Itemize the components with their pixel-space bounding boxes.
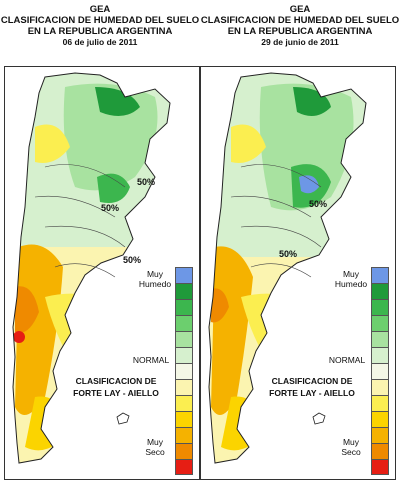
right-map-panel: 50% 50% Muy Humedo NORMAL Muy Seco CLASI… bbox=[200, 66, 396, 480]
legend-swatch bbox=[371, 299, 389, 315]
legend-swatch bbox=[175, 363, 193, 379]
legend-normal-label: NORMAL bbox=[328, 355, 366, 365]
legend-wet-label: Muy Humedo bbox=[331, 269, 371, 289]
legend-swatch bbox=[371, 267, 389, 283]
legend-swatch bbox=[371, 443, 389, 459]
legend-swatch bbox=[371, 427, 389, 443]
legend-right bbox=[371, 267, 391, 475]
legend-swatch bbox=[371, 459, 389, 475]
legend-wet-line2: Humedo bbox=[334, 279, 368, 289]
contour-label: 50% bbox=[137, 177, 156, 187]
legend-dry-line1: Muy bbox=[146, 437, 164, 447]
left-org: GEA bbox=[89, 4, 111, 15]
legend-swatch bbox=[371, 331, 389, 347]
left-date: 06 de julio de 2011 bbox=[62, 37, 138, 47]
legend-swatch bbox=[371, 347, 389, 363]
left-title-line2: EN LA REPUBLICA ARGENTINA bbox=[27, 26, 173, 37]
classification-line1: CLASIFICACION DE bbox=[271, 376, 353, 386]
legend-dry-line2: Seco bbox=[145, 447, 165, 457]
right-map-header: GEA CLASIFICACION DE HUMEDAD DEL SUELO E… bbox=[200, 4, 400, 48]
legend-swatch bbox=[175, 459, 193, 475]
legend-dry-line1: Muy bbox=[342, 437, 360, 447]
contour-label: 50% bbox=[101, 203, 120, 213]
right-map-svg bbox=[208, 72, 367, 464]
classification-label: CLASIFICACION DE FORTE LAY - AIELLO bbox=[61, 375, 171, 399]
legend-wet-line1: Muy bbox=[146, 269, 164, 279]
legend-normal-label: NORMAL bbox=[132, 355, 170, 365]
legend-swatch bbox=[371, 283, 389, 299]
legend-swatch bbox=[175, 443, 193, 459]
legend-swatch bbox=[175, 411, 193, 427]
legend-dry-label: Muy Seco bbox=[135, 437, 175, 457]
right-org: GEA bbox=[289, 4, 311, 15]
left-map-header: GEA CLASIFICACION DE HUMEDAD DEL SUELO E… bbox=[0, 4, 200, 48]
left-map-panel: 50% 50% 50% Muy Humedo NORMAL Muy Seco C… bbox=[4, 66, 200, 480]
legend-wet-line2: Humedo bbox=[138, 279, 172, 289]
contour-label: 50% bbox=[279, 249, 298, 259]
legend-swatch bbox=[371, 411, 389, 427]
legend-wet-line1: Muy bbox=[342, 269, 360, 279]
contour-label: 50% bbox=[309, 199, 328, 209]
legend-swatch bbox=[371, 363, 389, 379]
contour-label: 50% bbox=[123, 255, 142, 265]
legend-swatch bbox=[175, 299, 193, 315]
left-title-line1: CLASIFICACION DE HUMEDAD DEL SUELO bbox=[0, 15, 200, 26]
right-title-line2: EN LA REPUBLICA ARGENTINA bbox=[227, 26, 373, 37]
legend-dry-line2: Seco bbox=[341, 447, 361, 457]
legend-dry-label: Muy Seco bbox=[331, 437, 371, 457]
legend-swatch bbox=[175, 331, 193, 347]
legend-swatch bbox=[371, 315, 389, 331]
legend-swatch bbox=[175, 347, 193, 363]
legend-swatch bbox=[175, 395, 193, 411]
legend-left bbox=[175, 267, 195, 475]
right-title-line1: CLASIFICACION DE HUMEDAD DEL SUELO bbox=[200, 15, 400, 26]
legend-swatch bbox=[175, 379, 193, 395]
classification-line1: CLASIFICACION DE bbox=[75, 376, 157, 386]
classification-label: CLASIFICACION DE FORTE LAY - AIELLO bbox=[257, 375, 367, 399]
legend-wet-label: Muy Humedo bbox=[135, 269, 175, 289]
legend-swatch bbox=[175, 315, 193, 331]
left-map-svg bbox=[12, 72, 171, 464]
right-date: 29 de junio de 2011 bbox=[261, 37, 339, 47]
legend-swatch bbox=[371, 395, 389, 411]
classification-line2: FORTE LAY - AIELLO bbox=[73, 388, 159, 398]
legend-swatch bbox=[371, 379, 389, 395]
malvinas-islands bbox=[312, 412, 326, 425]
malvinas-islands bbox=[116, 412, 130, 425]
legend-swatch bbox=[175, 283, 193, 299]
legend-swatch bbox=[175, 267, 193, 283]
legend-swatch bbox=[175, 427, 193, 443]
classification-line2: FORTE LAY - AIELLO bbox=[269, 388, 355, 398]
